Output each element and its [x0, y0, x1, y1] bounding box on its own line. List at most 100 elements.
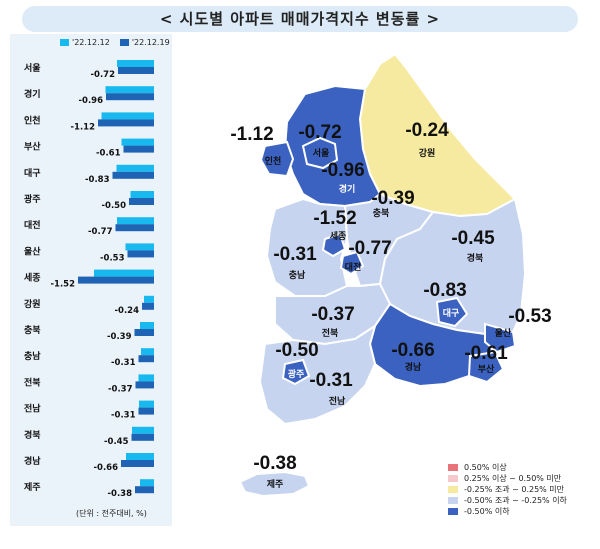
map-region-name: 광주 — [288, 368, 305, 380]
bar-category-label: 대구 — [24, 167, 41, 179]
map-region-name: 제주 — [267, 478, 284, 490]
bar-category-label: 경기 — [24, 88, 41, 100]
map-value-label: -0.66 — [391, 340, 434, 361]
map-legend-swatch — [448, 508, 458, 515]
bar-data-label: -0.83 — [85, 175, 110, 185]
bar-category-label: 전남 — [24, 403, 41, 415]
map-legend-row: -0.50% 이하 — [448, 506, 567, 517]
legend-swatch-curr — [119, 39, 129, 46]
map-value-label: -0.45 — [451, 228, 495, 249]
map-value-label: -0.77 — [348, 238, 391, 259]
legend-item-prev: '22.12.12 — [60, 38, 110, 47]
bar-prev-week — [132, 426, 154, 434]
bar-data-label: -0.31 — [111, 411, 136, 421]
bar-category-label: 세종 — [24, 272, 41, 284]
map-region-seoul — [301, 136, 339, 170]
map-region-name: 경북 — [467, 252, 484, 264]
bar-data-label: -0.37 — [108, 384, 133, 394]
bar-prev-week — [140, 479, 154, 487]
bar-curr-week — [112, 171, 154, 179]
bar-prev-week — [105, 86, 154, 94]
bar-curr-week — [115, 224, 154, 232]
bar-prev-week — [144, 295, 154, 303]
map-region-sejong — [321, 232, 347, 258]
bar-category-label: 전북 — [24, 376, 41, 388]
map-value-label: -0.24 — [405, 120, 449, 141]
map-legend-label: 0.25% 이상 ~ 0.50% 미만 — [464, 474, 562, 483]
bar-category-label: 인천 — [24, 115, 41, 126]
bar-prev-week — [140, 322, 154, 329]
bar-curr-week — [138, 407, 154, 415]
map-region-name: 인천 — [265, 156, 282, 167]
map-legend-row: 0.25% 이상 ~ 0.50% 미만 — [448, 473, 567, 484]
bar-data-label: -0.45 — [104, 437, 129, 447]
bar-curr-week — [131, 433, 154, 441]
map-region-name: 대전 — [345, 261, 362, 273]
map-value-label: -0.37 — [311, 304, 354, 325]
bar-data-label: -0.38 — [108, 489, 133, 499]
bar-data-label: -0.31 — [111, 358, 136, 368]
bar-data-label: -0.96 — [79, 96, 104, 106]
bar-curr-week — [118, 67, 154, 74]
bar-data-label: -0.39 — [107, 332, 132, 342]
bar-category-label: 광주 — [24, 193, 41, 205]
bar-category-label: 부산 — [24, 141, 41, 153]
map-region-name: 서울 — [313, 147, 330, 159]
map-legend-swatch — [448, 497, 458, 504]
bar-curr-week — [129, 198, 154, 205]
bar-prev-week — [116, 164, 154, 172]
bar-curr-week — [123, 145, 154, 153]
map-region-jeju — [238, 470, 311, 498]
map-legend-row: -0.50% 조과 ~ -0.25% 이하 — [448, 495, 567, 506]
bar-curr-week — [106, 93, 154, 101]
bar-prev-week — [125, 243, 154, 251]
map-region-name: 대구 — [443, 307, 460, 319]
bar-curr-week — [142, 302, 154, 310]
map-region-busan — [467, 350, 505, 384]
bar-chart-panel: 서울 -0.72 경기 -0.96 인천 -1.12 부산 -0.61 대구 -0.83 광주 -0.… — [10, 34, 172, 526]
bar-category-label: 경북 — [24, 429, 41, 441]
bar-prev-week — [117, 217, 154, 225]
map-region-name: 경기 — [339, 183, 356, 195]
map-value-label: -0.53 — [508, 306, 551, 327]
map-legend-row: -0.25% 조과 ~ 0.25% 미만 — [448, 484, 567, 495]
map-region-daegu — [435, 296, 469, 328]
bar-prev-week — [101, 112, 154, 120]
bar-curr-week — [98, 119, 154, 127]
bar-prev-week — [126, 453, 154, 460]
legend-label-curr: '22.12.19 — [131, 38, 170, 47]
map-region-daejeon — [339, 250, 365, 276]
legend-label-prev: '22.12.12 — [72, 38, 110, 47]
map-region-name: 충북 — [373, 207, 390, 219]
map-legend-swatch — [448, 486, 458, 493]
bar-prev-week — [130, 191, 154, 198]
unit-note: (단위 : 전주대비, %) — [76, 509, 147, 518]
map-legend-row: 0.50% 이상 — [448, 462, 567, 473]
bar-chart: 서울 -0.72 경기 -0.96 인천 -1.12 부산 -0.61 대구 -0.83 광주 -0.… — [24, 60, 154, 499]
bar-data-label: -0.77 — [88, 227, 113, 237]
bar-data-label: -0.50 — [102, 201, 127, 211]
bar-data-label: -1.52 — [51, 280, 76, 290]
bar-data-label: -0.72 — [91, 70, 116, 80]
map-region-incheon — [259, 140, 295, 178]
bar-category-label: 울산 — [24, 245, 41, 257]
map-region-jeonnam — [258, 323, 377, 426]
bar-data-label: -0.61 — [96, 149, 121, 159]
bar-data-label: -0.24 — [115, 306, 140, 316]
map-value-label: -0.83 — [423, 280, 466, 301]
map-legend-label: -0.50% 이하 — [464, 507, 510, 516]
map-region-name: 강원 — [419, 147, 436, 159]
map-legend: 0.50% 이상 0.25% 이상 ~ 0.50% 미만 -0.25% 조과 ~… — [448, 462, 567, 517]
bar-data-label: -0.66 — [94, 463, 119, 473]
map-value-label: -0.72 — [298, 122, 341, 143]
map-value-label: -1.52 — [313, 208, 356, 229]
chart-title: < 시도별 아파트 매매가격지수 변동률 > — [22, 6, 578, 32]
map-legend-label: -0.25% 조과 ~ 0.25% 미만 — [464, 485, 565, 494]
bar-category-label: 경남 — [24, 455, 41, 467]
map-value-label: -0.39 — [371, 188, 414, 209]
bar-prev-week — [94, 269, 154, 277]
map-legend-label: 0.50% 이상 — [464, 463, 507, 472]
map-region-name: 울산 — [495, 327, 512, 339]
map-region-name: 부산 — [478, 363, 495, 375]
